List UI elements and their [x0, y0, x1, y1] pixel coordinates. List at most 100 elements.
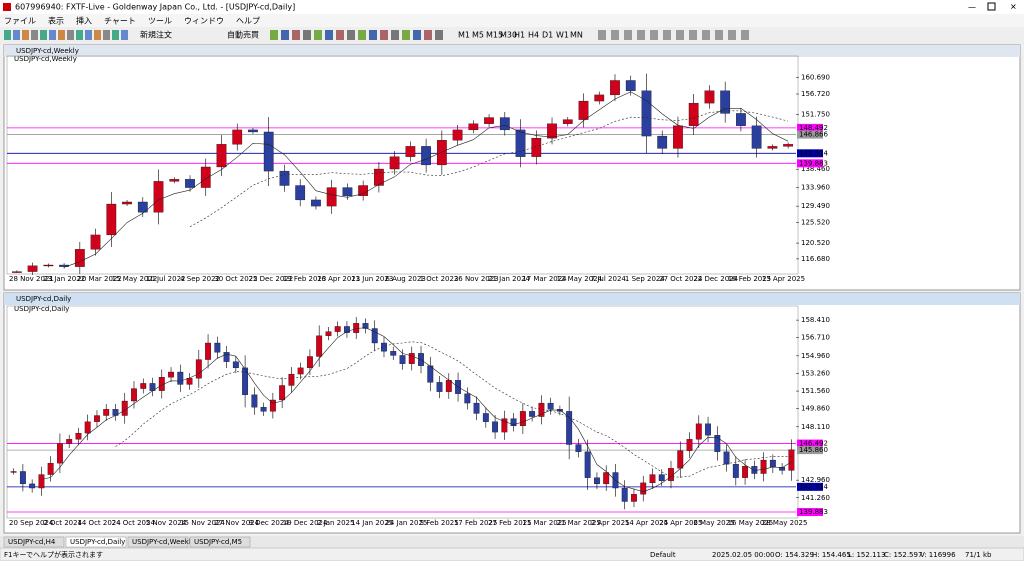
- minimize[interactable]: —: [968, 3, 976, 12]
- price-level-tag: [797, 439, 823, 448]
- timeframe-button[interactable]: M30: [500, 31, 517, 40]
- tool-button[interactable]: [76, 30, 83, 40]
- candle-body: [140, 383, 147, 389]
- tool-button[interactable]: [715, 30, 723, 40]
- candle-body: [74, 249, 85, 267]
- tool-button[interactable]: [435, 30, 443, 40]
- window-title: 607996940: FXTF-Live - Goldenway Japan C…: [15, 3, 295, 12]
- tool-button[interactable]: [637, 30, 645, 40]
- x-tick-label: 21 Jan 2024: [488, 275, 531, 283]
- y-tick-label: 116.680: [801, 255, 830, 263]
- close[interactable]: ✕: [1010, 3, 1017, 12]
- tool-button[interactable]: [58, 30, 65, 40]
- tool-button[interactable]: [112, 30, 119, 40]
- tool-button[interactable]: [4, 30, 11, 40]
- moving-average: [189, 110, 789, 227]
- tool-button[interactable]: [676, 30, 684, 40]
- x-tick-label: 2 Oct 2024: [43, 519, 82, 527]
- tool-button[interactable]: [292, 30, 300, 40]
- x-tick-label: 24 Jan 2025: [385, 519, 427, 527]
- order-button[interactable]: 新規注文: [140, 30, 172, 40]
- y-tick-label: 133.960: [801, 184, 830, 192]
- menu-item[interactable]: ファイル: [4, 17, 36, 26]
- x-tick-label: 14 Apr 2025: [625, 519, 668, 527]
- tool-button[interactable]: [347, 30, 355, 40]
- tool-button[interactable]: [611, 30, 619, 40]
- tab[interactable]: [3, 536, 65, 548]
- tab-label[interactable]: USDJPY-cd,M5: [194, 538, 242, 546]
- price-level-label: 139.883: [799, 159, 828, 167]
- tool-button[interactable]: [741, 30, 749, 40]
- tool-button[interactable]: [13, 30, 20, 40]
- timeframe-button[interactable]: H1: [514, 31, 525, 40]
- tool-button[interactable]: [22, 30, 29, 40]
- tool-button[interactable]: [650, 30, 658, 40]
- candle-body: [306, 356, 313, 369]
- tool-button[interactable]: [31, 30, 38, 40]
- candle-body: [468, 123, 479, 131]
- timeframe-button[interactable]: W1: [556, 31, 569, 40]
- tool-button[interactable]: [270, 30, 278, 40]
- tab[interactable]: [189, 536, 251, 548]
- candle-body: [594, 477, 600, 485]
- tool-button[interactable]: [94, 30, 101, 40]
- tool-button[interactable]: [689, 30, 697, 40]
- timeframe-button[interactable]: M1: [458, 31, 470, 40]
- tool-button[interactable]: [413, 30, 421, 40]
- x-tick-label: 14 Oct 2024: [77, 519, 121, 527]
- tool-button[interactable]: [281, 30, 289, 40]
- timeframe-button[interactable]: H4: [528, 31, 539, 40]
- x-tick-label: 24 Oct 2024: [112, 519, 156, 527]
- tool-button[interactable]: [369, 30, 377, 40]
- tool-button[interactable]: [49, 30, 56, 40]
- candle-body: [242, 367, 249, 395]
- menu-item[interactable]: ツール: [148, 17, 172, 26]
- tool-button[interactable]: [598, 30, 606, 40]
- tab-label[interactable]: USDJPY-cd,Weekly: [132, 538, 195, 546]
- tool-button[interactable]: [325, 30, 333, 40]
- candle-body: [769, 459, 776, 468]
- auto-trade-button[interactable]: 自動売買: [227, 30, 259, 40]
- tool-button[interactable]: [624, 30, 632, 40]
- menu-item[interactable]: チャート: [104, 17, 136, 26]
- timeframe-button[interactable]: M15: [486, 31, 503, 40]
- candle-body: [38, 474, 45, 489]
- tool-button[interactable]: [103, 30, 110, 40]
- timeframe-button[interactable]: MN: [570, 31, 583, 40]
- timeframe-button[interactable]: M5: [472, 31, 484, 40]
- tool-button[interactable]: [424, 30, 432, 40]
- candle-body: [251, 394, 258, 408]
- tool-button[interactable]: [67, 30, 74, 40]
- menu-item[interactable]: 挿入: [76, 16, 92, 26]
- candle-body: [673, 125, 683, 149]
- x-tick-label: 5 Nov 2024: [146, 519, 187, 527]
- tab-label[interactable]: USDJPY-cd,Daily: [70, 538, 125, 546]
- menu-item[interactable]: ウィンドウ: [184, 17, 224, 26]
- tool-button[interactable]: [314, 30, 322, 40]
- tool-button[interactable]: [391, 30, 399, 40]
- tab[interactable]: [127, 536, 189, 548]
- tool-button[interactable]: [303, 30, 311, 40]
- tool-button[interactable]: [702, 30, 710, 40]
- tool-button[interactable]: [121, 30, 128, 40]
- menu-item[interactable]: ヘルプ: [236, 17, 260, 26]
- candle-body: [531, 137, 542, 157]
- tool-button[interactable]: [728, 30, 736, 40]
- timeframe-button[interactable]: D1: [542, 31, 553, 40]
- candle-body: [566, 411, 573, 445]
- tool-button[interactable]: [336, 30, 344, 40]
- tool-button[interactable]: [85, 30, 92, 40]
- tab[interactable]: [65, 536, 127, 548]
- candle-body: [399, 355, 406, 364]
- maximize[interactable]: [987, 2, 996, 11]
- tool-button[interactable]: [663, 30, 671, 40]
- candle-body: [657, 135, 668, 149]
- candle-body: [153, 181, 164, 213]
- tab-label[interactable]: USDJPY-cd,H4: [8, 538, 56, 546]
- tool-button[interactable]: [380, 30, 388, 40]
- tool-button[interactable]: [402, 30, 410, 40]
- menu-item[interactable]: 表示: [48, 16, 64, 26]
- tool-button[interactable]: [358, 30, 366, 40]
- candle-body: [723, 451, 730, 465]
- tool-button[interactable]: [40, 30, 47, 40]
